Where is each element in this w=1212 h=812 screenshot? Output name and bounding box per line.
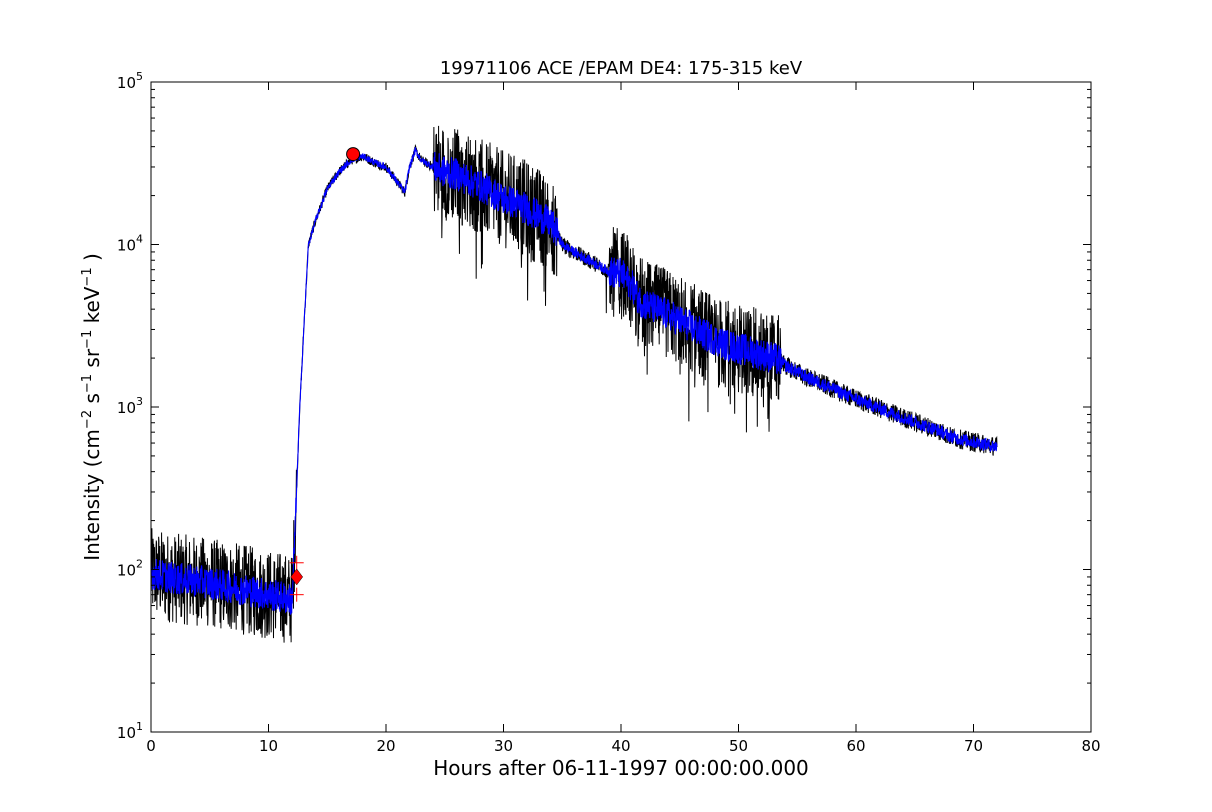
y-axis-label: Intensity (cm−2 s−1 sr−1 keV−1 ) — [80, 253, 104, 561]
x-tick-label: 40 — [611, 737, 630, 755]
y-tick-label: 102 — [117, 558, 143, 580]
y-tick-label: 103 — [117, 395, 143, 417]
y-tick-label: 101 — [117, 720, 143, 742]
x-tick-label: 50 — [729, 737, 748, 755]
plot-area — [151, 125, 998, 643]
onset-marker — [290, 568, 304, 586]
x-tick-label: 60 — [846, 737, 865, 755]
x-tick-label: 20 — [376, 737, 395, 755]
smoothed-intensity-series — [151, 147, 998, 615]
x-tick-label: 80 — [1081, 737, 1100, 755]
event-markers — [289, 147, 361, 602]
x-tick-label: 70 — [964, 737, 983, 755]
x-tick-label: 30 — [494, 737, 513, 755]
smoothed-intensity-line — [151, 147, 998, 615]
y-axis: 101 102 103 104 105 — [117, 70, 1091, 742]
y-tick-label: 104 — [117, 233, 143, 255]
peak-marker — [346, 147, 361, 162]
x-axis: 0 10 20 30 40 50 60 70 80 — [146, 82, 1101, 755]
x-tick-label: 10 — [259, 737, 278, 755]
x-axis-label: Hours after 06-11-1997 00:00:00.000 — [433, 756, 809, 780]
chart-title: 19971106 ACE /EPAM DE4: 175-315 keV — [440, 58, 803, 79]
y-tick-label: 105 — [117, 70, 143, 92]
x-tick-label: 0 — [146, 737, 156, 755]
